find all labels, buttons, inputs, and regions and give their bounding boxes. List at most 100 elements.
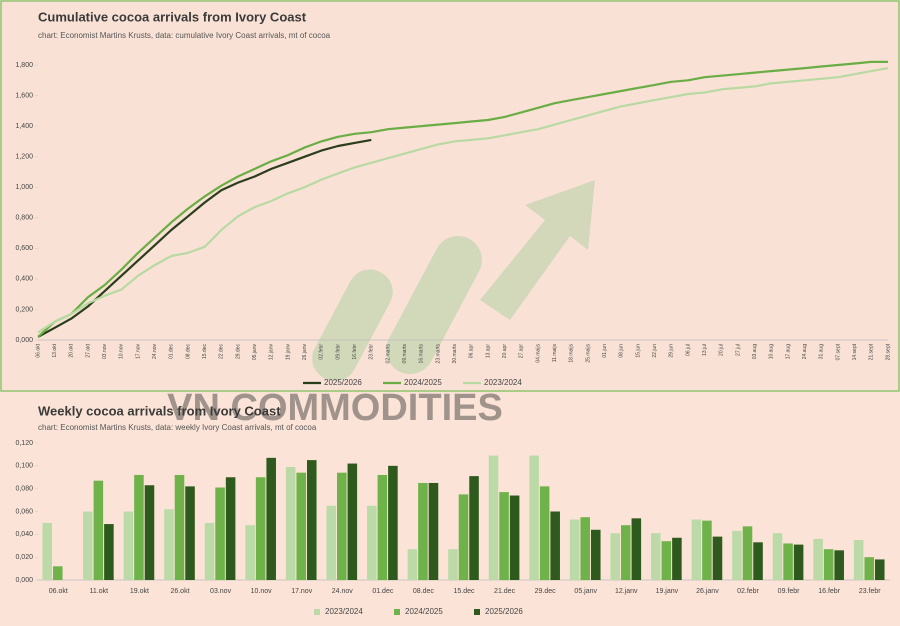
x-tick-label: 26.janv	[696, 588, 719, 595]
bar	[144, 485, 155, 580]
bar	[337, 472, 347, 580]
chart-title: Cumulative cocoa arrivals from Ivory Coa…	[38, 9, 307, 24]
x-tick-label: 19.janv	[656, 588, 679, 595]
x-tick-label: 05.janv	[252, 344, 258, 361]
legend-label: 2023/2024	[325, 607, 363, 616]
x-tick-label: 22.dec	[219, 344, 225, 360]
y-tick-label: 0,000	[15, 577, 33, 584]
top-panel	[0, 0, 900, 392]
x-tick-label: 06.apr	[469, 344, 475, 359]
legend-swatch	[474, 609, 480, 615]
x-tick-label: 29.jun	[669, 344, 675, 358]
y-tick-label: 1,000	[15, 184, 33, 191]
logo-bar	[386, 235, 482, 375]
x-tick-label: 30.marts	[452, 344, 458, 364]
x-tick-label: 08.jun	[619, 344, 625, 358]
legend-label: 2025/2026	[324, 378, 362, 387]
y-tick-label: 1,200	[15, 154, 33, 161]
x-tick-label: 09.marts	[402, 344, 408, 364]
bar	[712, 536, 723, 580]
x-tick-label: 13.jul	[702, 344, 708, 356]
x-tick-label: 31.aug	[819, 344, 825, 360]
x-tick-label: 17.aug	[785, 344, 791, 360]
bar	[569, 519, 580, 580]
y-tick-label: 1,800	[15, 62, 33, 69]
bar	[215, 487, 225, 580]
x-tick-label: 20.jul	[719, 344, 725, 356]
x-tick-label: 26.okt	[170, 588, 189, 595]
logo-bar	[312, 269, 393, 382]
x-tick-label: 08.dec	[413, 588, 435, 595]
bar	[347, 463, 358, 580]
x-tick-label: 19.janv	[285, 344, 291, 361]
legend-label: 2024/2025	[405, 607, 443, 616]
bar	[488, 455, 499, 580]
bar	[388, 465, 398, 580]
y-tick-label: 0,060	[15, 508, 33, 515]
y-tick-label: 0,200	[15, 306, 33, 313]
x-tick-label: 09.febr	[778, 588, 800, 595]
x-tick-label: 08.dec	[185, 344, 191, 360]
x-tick-label: 27.jul	[735, 344, 741, 356]
bar	[550, 511, 560, 580]
y-tick-label: 0,600	[15, 245, 33, 252]
x-tick-label: 10.aug	[769, 344, 775, 360]
bar	[83, 511, 93, 580]
bar	[245, 525, 255, 580]
x-tick-label: 15.jun	[635, 344, 641, 358]
x-tick-label: 27.okt	[85, 343, 91, 357]
x-tick-label: 16.marts	[419, 344, 425, 364]
x-tick-label: 14.sept	[852, 343, 858, 360]
bar	[753, 542, 763, 580]
x-tick-label: 16.febr	[352, 344, 358, 360]
x-tick-label: 10.nov	[251, 588, 273, 595]
chart-subtitle: chart: Economist Martins Krusts, data: c…	[38, 31, 331, 40]
x-tick-label: 04.maijs	[535, 344, 541, 363]
x-tick-label: 02.febr	[319, 344, 325, 360]
chart-subtitle: chart: Economist Martins Krusts, data: w…	[38, 423, 317, 432]
bar	[853, 540, 864, 580]
x-tick-label: 13.okt	[52, 343, 58, 357]
x-tick-label: 27.apr	[519, 344, 525, 359]
x-tick-label: 11.okt	[90, 588, 109, 595]
x-tick-label: 01.jun	[602, 344, 608, 358]
bar	[285, 466, 296, 580]
x-tick-label: 05.janv	[574, 588, 597, 595]
x-tick-label: 22.jun	[652, 344, 658, 358]
x-tick-label: 24.nov	[152, 344, 158, 360]
bar	[499, 492, 509, 580]
bar	[590, 529, 601, 580]
legend-label: 2024/2025	[404, 378, 442, 387]
x-tick-label: 16.febr	[818, 588, 840, 595]
line	[37, 67, 889, 334]
bar	[874, 559, 885, 580]
legend-swatch	[394, 609, 400, 615]
bar	[672, 537, 682, 580]
logo	[312, 180, 595, 382]
x-tick-label: 17.nov	[291, 588, 313, 595]
x-tick-label: 01.dec	[372, 588, 394, 595]
x-tick-label: 02.febr	[737, 588, 759, 595]
x-tick-label: 23.marts	[435, 344, 441, 364]
x-tick-label: 21.dec	[494, 588, 516, 595]
bar	[742, 526, 753, 580]
x-tick-label: 15.dec	[453, 588, 475, 595]
bar	[458, 494, 469, 580]
bar	[93, 480, 104, 580]
bar	[529, 455, 539, 580]
x-tick-label: 02.marts	[385, 344, 391, 364]
legend-label: 2023/2024	[484, 378, 522, 387]
bar	[469, 476, 479, 580]
x-tick-label: 26.janv	[302, 344, 308, 361]
x-tick-label: 10.nov	[119, 344, 125, 360]
y-tick-label: 1,400	[15, 123, 33, 130]
x-tick-label: 03.aug	[752, 344, 758, 360]
x-tick-label: 24.nov	[332, 588, 354, 595]
logo-arrow	[480, 180, 595, 320]
bar	[793, 544, 804, 580]
x-tick-label: 17.nov	[135, 344, 141, 360]
x-tick-label: 18.maijs	[569, 344, 575, 363]
x-tick-label: 03.nov	[210, 588, 232, 595]
line	[37, 60, 888, 338]
bar	[631, 518, 642, 580]
